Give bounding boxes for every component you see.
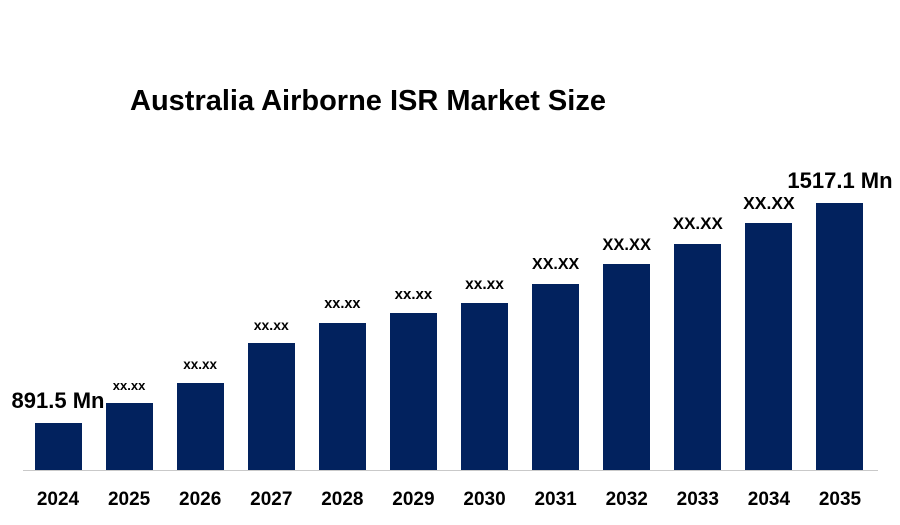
bar-value-label-2025: xx.xx: [112, 377, 146, 393]
x-axis-label-2029: 2029: [392, 489, 435, 510]
x-axis-label-2028: 2028: [321, 489, 364, 510]
bar-2027: [247, 343, 295, 471]
bar-value-label-2032: XX.XX: [602, 235, 652, 254]
x-axis-label-2035: 2035: [818, 489, 862, 510]
x-axis-line: [23, 470, 878, 471]
bar-value-label-2030: xx.xx: [465, 275, 504, 293]
bar-2033: [674, 244, 722, 471]
x-axis-label-2025: 2025: [107, 489, 151, 510]
bar-value-label-2024: 891.5 Mn: [11, 387, 105, 413]
bar-2032: [603, 264, 651, 471]
bar-value-label-2034: XX.XX: [743, 192, 795, 213]
x-axis-label-2033: 2033: [676, 489, 719, 510]
x-axis-label-2027: 2027: [250, 489, 293, 510]
bar-2029: [389, 313, 437, 471]
x-axis-label-2024: 2024: [36, 489, 80, 510]
x-axis-label-2030: 2030: [463, 489, 506, 510]
bar-2035: [816, 203, 864, 471]
bar-2030: [461, 303, 509, 471]
bar-value-label-2035: 1517.1 Mn: [787, 167, 893, 193]
x-axis-label-2034: 2034: [747, 489, 791, 510]
bar-2026: [176, 383, 224, 471]
bar-value-label-2031: XX.XX: [532, 256, 580, 274]
bar-value-label-2027: xx.xx: [253, 316, 289, 333]
bar-2034: [745, 223, 793, 471]
chart-title: Australia Airborne ISR Market Size: [130, 85, 606, 117]
bar-2028: [318, 323, 366, 471]
bar-2031: [532, 284, 580, 471]
bar-value-label-2026: xx.xx: [183, 357, 218, 373]
x-axis-label-2031: 2031: [534, 489, 577, 510]
bar-2025: [105, 403, 153, 471]
x-axis-label-2032: 2032: [605, 489, 648, 510]
bar-value-label-2033: XX.XX: [672, 214, 723, 234]
bar-value-label-2029: xx.xx: [394, 285, 433, 303]
bar-2024: [34, 423, 82, 471]
bar-value-label-2028: xx.xx: [324, 296, 361, 313]
x-axis-label-2026: 2026: [179, 489, 222, 510]
